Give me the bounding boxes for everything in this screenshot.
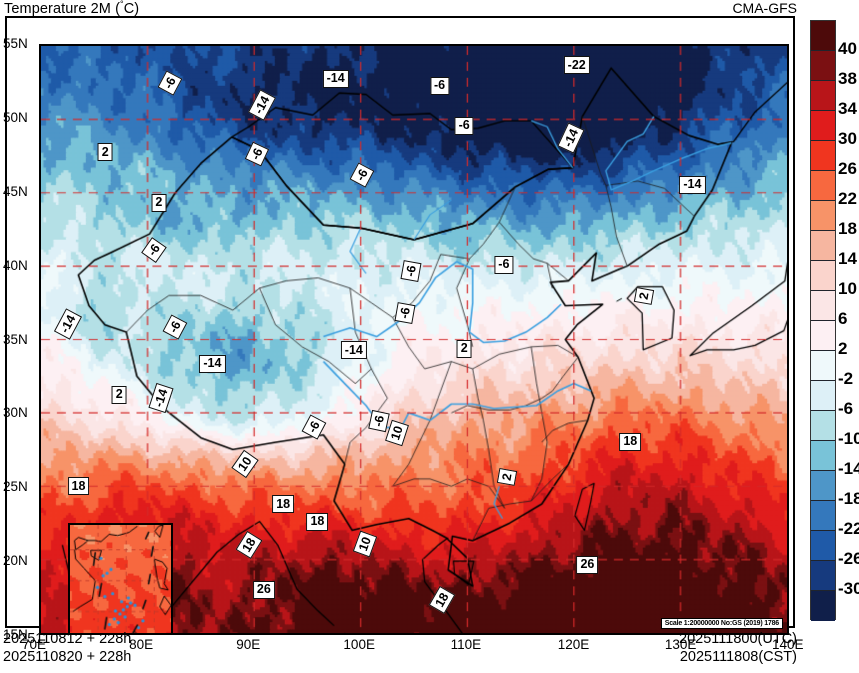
colorbar-band-9 [811,291,835,321]
contour-label-24: -6 [367,410,390,433]
colorbar-tick-6: 6 [838,309,848,328]
south-china-sea-inset[interactable]: Scale 1:40000000 [68,523,173,633]
colorbar-tick--22: -22 [838,519,859,538]
colorbar-tick--30: -30 [838,579,859,598]
contour-label-27: 18 [306,512,329,531]
colorbar-band-3 [811,111,835,141]
colorbar-tick--10: -10 [838,429,859,448]
contour-label-34: 18 [619,432,642,451]
contour-label-4: -22 [563,56,590,75]
colorbar-band-0 [811,21,835,51]
colorbar-band-13 [811,411,835,441]
colorbar-tick-38: 38 [838,69,857,88]
colorbar-band-11 [811,351,835,381]
contour-label-22: -14 [199,354,226,373]
contour-label-8: -6 [454,116,474,135]
contour-label-26: 18 [272,495,295,514]
contour-label-2: -14 [322,69,349,88]
colorbar-band-4 [811,141,835,171]
valid-time-footer: 2025111800(UTC) 2025111808(CST) [679,631,797,666]
run-time-cst: 2025110820 + 228h [3,648,132,665]
y-tick-20N: 20N [3,553,28,569]
colorbar-band-2 [811,81,835,111]
y-tick-35N: 35N [3,331,28,347]
colorbar-band-17 [811,531,835,561]
contour-label-5: 2 [97,143,113,162]
contour-label-17: -6 [394,302,416,325]
main-scale-note: Scale 1:20000000 No:GS (2019) 1786 [660,618,783,629]
page-title-text: Temperature 2M ( [4,0,121,17]
colorbar[interactable] [810,20,836,621]
colorbar-tick-40: 40 [838,39,857,58]
valid-time-utc: 2025111800(UTC) [679,631,797,647]
x-tick-110E: 110E [450,637,482,652]
colorbar-tick--14: -14 [838,459,859,478]
contour-label-19: 2 [456,339,472,358]
colorbar-band-12 [811,381,835,411]
inset-field-canvas [70,525,171,633]
colorbar-band-18 [811,561,835,591]
colorbar-band-1 [811,51,835,81]
colorbar-band-10 [811,321,835,351]
y-tick-25N: 25N [3,479,28,495]
y-tick-45N: 45N [3,183,28,199]
contour-label-20: 2 [111,385,127,404]
colorbar-band-15 [811,471,835,501]
colorbar-band-5 [811,171,835,201]
colorbar-band-6 [811,201,835,231]
y-tick-50N: 50N [3,109,28,125]
degree-symbol: ° [120,0,124,9]
x-tick-100E: 100E [343,637,375,652]
plot-frame: 55N 50N 45N 40N 35N 30N 25N 20N 15N 70E 80E 90E 100… [3,16,804,652]
x-tick-80E: 80E [129,637,154,652]
contour-label-10: -14 [679,175,706,194]
colorbar-tick-18: 18 [838,219,857,238]
contour-label-35: 26 [576,555,599,574]
colorbar-band-16 [811,501,835,531]
model-label: CMA-GFS [732,0,797,16]
colorbar-tick--2: -2 [838,369,854,388]
page-title: Temperature 2M (°C) [4,0,139,17]
x-tick-120E: 120E [557,637,590,652]
x-tick-70E: 70E [22,637,47,652]
contour-label-37: 2 [634,286,655,305]
map-panel[interactable]: -6 -14 -14 -6 -22 2 -6 -6 -6 -14 -14 2 -6 -6 -6 -14 -6 -6… [39,44,789,635]
colorbar-tick-34: 34 [838,99,857,118]
colorbar-tick--6: -6 [838,399,854,418]
x-tick-90E: 90E [236,637,261,652]
run-time-footer: 2025110812 + 228h 2025110820 + 228h [3,631,131,666]
contour-label-36: 18 [67,477,90,496]
colorbar-band-7 [811,231,835,261]
y-tick-15N: 15N [3,627,28,642]
contour-label-11: 2 [151,193,167,212]
colorbar-tick--26: -26 [838,549,859,568]
page-title-unit: C) [123,0,140,17]
colorbar-tick-22: 22 [838,189,857,208]
colorbar-tick-labels: 40 38 34 30 26 22 18 14 10 6 2 -2 -6 -10 -14 -18 -22 -26 -… [838,20,859,620]
y-tick-40N: 40N [3,257,28,273]
run-time-utc: 2025110812 + 228h [3,631,132,647]
colorbar-tick-26: 26 [838,159,857,178]
contour-label-18: -14 [340,341,367,360]
contour-label-14: -6 [494,255,514,274]
colorbar-tick--18: -18 [838,489,859,508]
colorbar-band-8 [811,261,835,291]
contour-label-3: -6 [430,76,450,95]
contour-label-29: 26 [252,580,275,599]
valid-time-cst: 2025111808(CST) [679,648,797,665]
colorbar-band-14 [811,441,835,471]
x-tick-140E: 140E [772,637,804,652]
colorbar-band-19 [811,591,835,621]
y-tick-55N: 55N [3,36,28,51]
contour-label-13: -6 [400,259,422,282]
colorbar-tick-2: 2 [838,339,848,358]
y-tick-30N: 30N [3,405,28,421]
colorbar-tick-14: 14 [838,249,857,268]
colorbar-tick-10: 10 [838,279,857,298]
colorbar-tick-30: 30 [838,129,857,148]
x-tick-130E: 130E [664,637,697,652]
